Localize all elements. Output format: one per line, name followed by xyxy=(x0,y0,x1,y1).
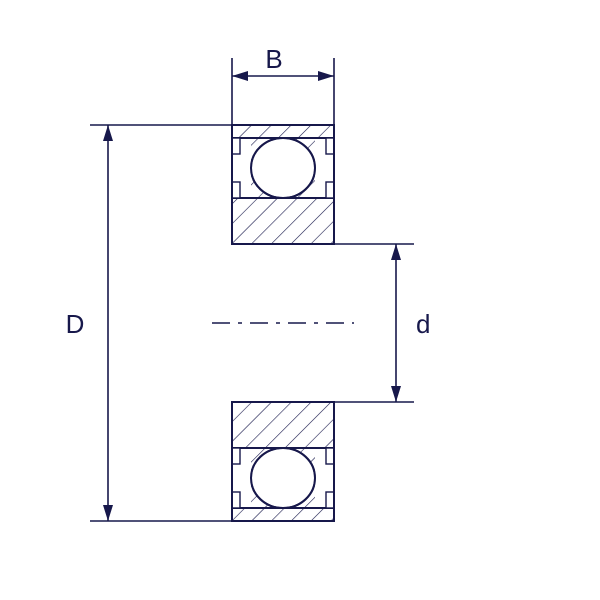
dimension-label-d: d xyxy=(416,309,430,339)
bearing-cross-section-diagram: Dd B xyxy=(0,0,600,600)
dimension-label-D: D xyxy=(66,309,85,339)
dimension-label-B: B xyxy=(265,44,282,74)
